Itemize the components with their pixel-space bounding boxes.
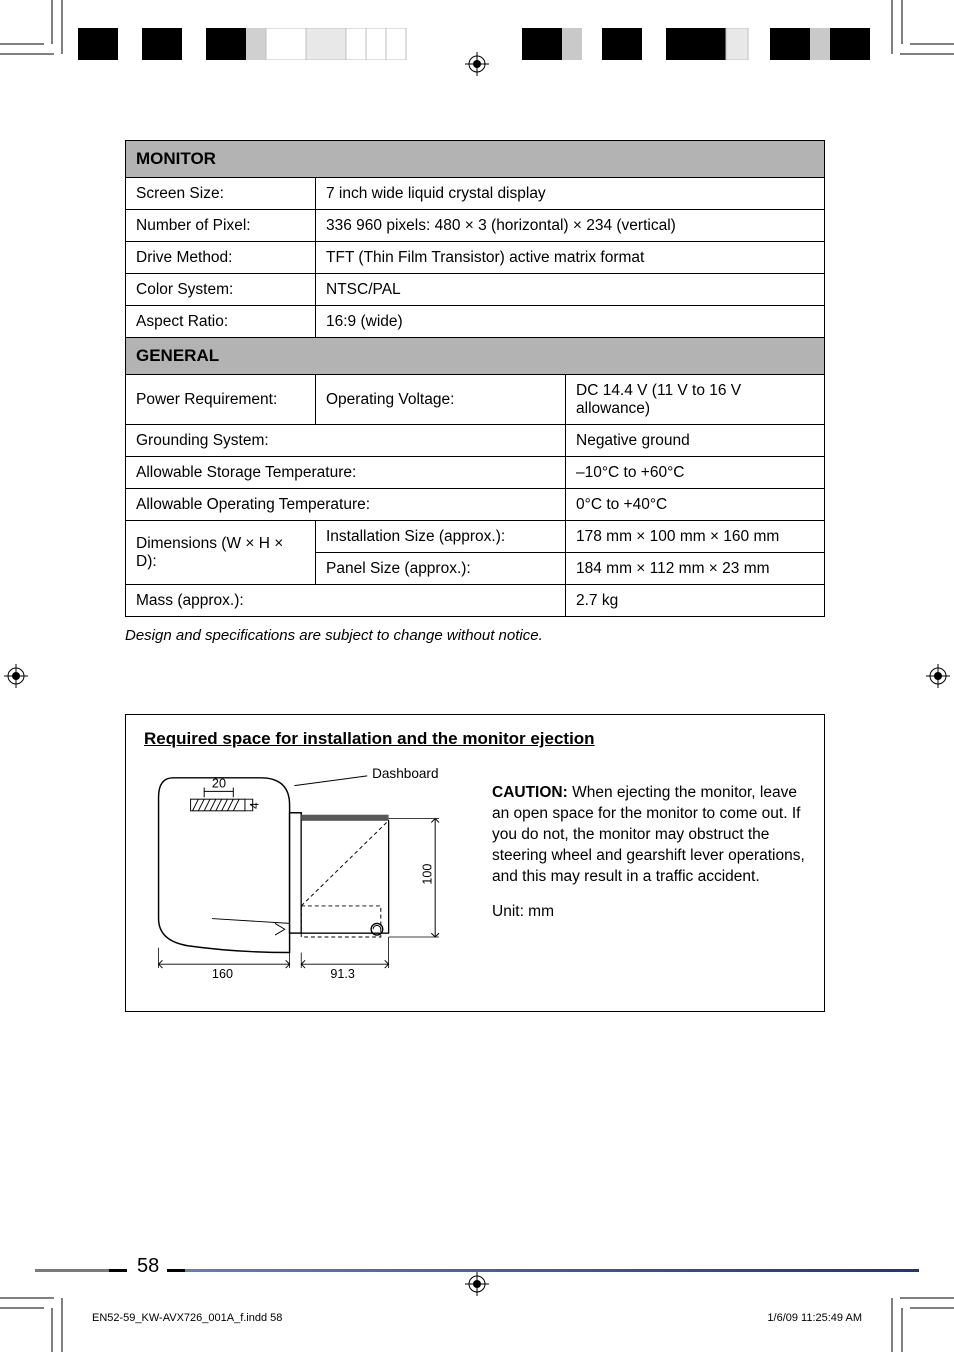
design-note: Design and specifications are subject to…	[125, 627, 825, 644]
install-size-value: 178 mm × 100 mm × 160 mm	[566, 521, 825, 553]
dim-depth: 160	[212, 967, 233, 981]
section-monitor: MONITOR	[126, 141, 825, 178]
grounding-label: Grounding System:	[126, 425, 566, 457]
storage-temp-label: Allowable Storage Temperature:	[126, 457, 566, 489]
install-size-label: Installation Size (approx.):	[316, 521, 566, 553]
registration-mark-icon	[926, 664, 950, 688]
caution-paragraph: CAUTION: When ejecting the monitor, leav…	[492, 783, 806, 888]
dimensions-label: Dimensions (W × H × D):	[126, 521, 316, 585]
print-footer: EN52-59_KW-AVX726_001A_f.indd 58 1/6/09 …	[92, 1312, 862, 1324]
storage-temp-value: –10°C to +60°C	[566, 457, 825, 489]
operating-voltage-label: Operating Voltage:	[316, 375, 566, 425]
num-pixel-value: 336 960 pixels: 480 × 3 (horizontal) × 2…	[316, 210, 825, 242]
section-general: GENERAL	[126, 338, 825, 375]
mass-value: 2.7 kg	[566, 585, 825, 617]
dim-front: 91.3	[330, 967, 355, 981]
registration-mark-icon	[4, 664, 28, 688]
drive-method-value: TFT (Thin Film Transistor) active matrix…	[316, 242, 825, 274]
aspect-ratio-value: 16:9 (wide)	[316, 306, 825, 338]
dim-top: 20	[212, 777, 226, 791]
operating-temp-label: Allowable Operating Temperature:	[126, 489, 566, 521]
color-system-label: Color System:	[126, 274, 316, 306]
mass-label: Mass (approx.):	[126, 585, 566, 617]
color-system-value: NTSC/PAL	[316, 274, 825, 306]
unit-label: Unit: mm	[492, 902, 806, 923]
num-pixel-label: Number of Pixel:	[126, 210, 316, 242]
page-number: 58	[137, 1255, 159, 1278]
installation-box: Required space for installation and the …	[125, 714, 825, 1012]
installation-diagram: Dashboard	[144, 755, 464, 992]
caution-label: CAUTION:	[492, 784, 568, 801]
operating-temp-value: 0°C to +40°C	[566, 489, 825, 521]
screen-size-label: Screen Size:	[126, 178, 316, 210]
operating-voltage-value: DC 14.4 V (11 V to 16 V allowance)	[566, 375, 825, 425]
page-number-bar: 58	[35, 1255, 919, 1277]
installation-title: Required space for installation and the …	[144, 729, 806, 749]
drive-method-label: Drive Method:	[126, 242, 316, 274]
specifications-table: MONITOR Screen Size: 7 inch wide liquid …	[125, 140, 825, 617]
dim-side: 4	[249, 802, 262, 809]
aspect-ratio-label: Aspect Ratio:	[126, 306, 316, 338]
panel-size-value: 184 mm × 112 mm × 23 mm	[566, 553, 825, 585]
screen-size-value: 7 inch wide liquid crystal display	[316, 178, 825, 210]
power-req-label: Power Requirement:	[126, 375, 316, 425]
grounding-value: Negative ground	[566, 425, 825, 457]
panel-size-label: Panel Size (approx.):	[316, 553, 566, 585]
dim-height: 100	[420, 864, 434, 885]
footer-timestamp: 1/6/09 11:25:49 AM	[767, 1312, 862, 1324]
color-calibration-bar	[0, 28, 954, 60]
dashboard-label: Dashboard	[372, 766, 438, 781]
footer-filename: EN52-59_KW-AVX726_001A_f.indd 58	[92, 1312, 282, 1324]
